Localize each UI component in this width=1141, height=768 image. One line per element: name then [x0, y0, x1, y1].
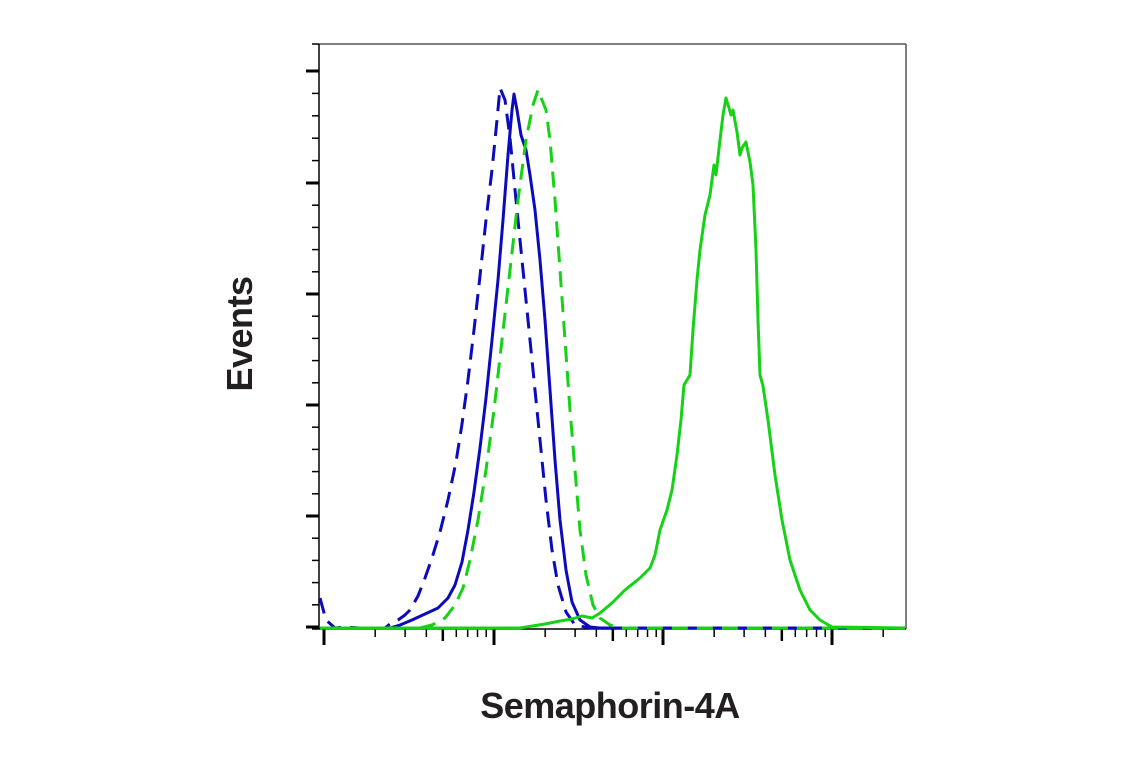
series-4-curve	[320, 96, 906, 630]
y-axis-label: Events	[219, 276, 260, 392]
x-axis-label: Semaphorin-4A	[480, 685, 740, 726]
series-2-curve	[320, 92, 905, 630]
plot-frame	[312, 43, 907, 630]
x-axis-ticks	[322, 629, 884, 645]
series-3-curve	[320, 88, 905, 630]
y-axis-ticks	[306, 43, 319, 629]
series-1-curve	[318, 86, 905, 630]
histogram-curves	[318, 86, 906, 630]
